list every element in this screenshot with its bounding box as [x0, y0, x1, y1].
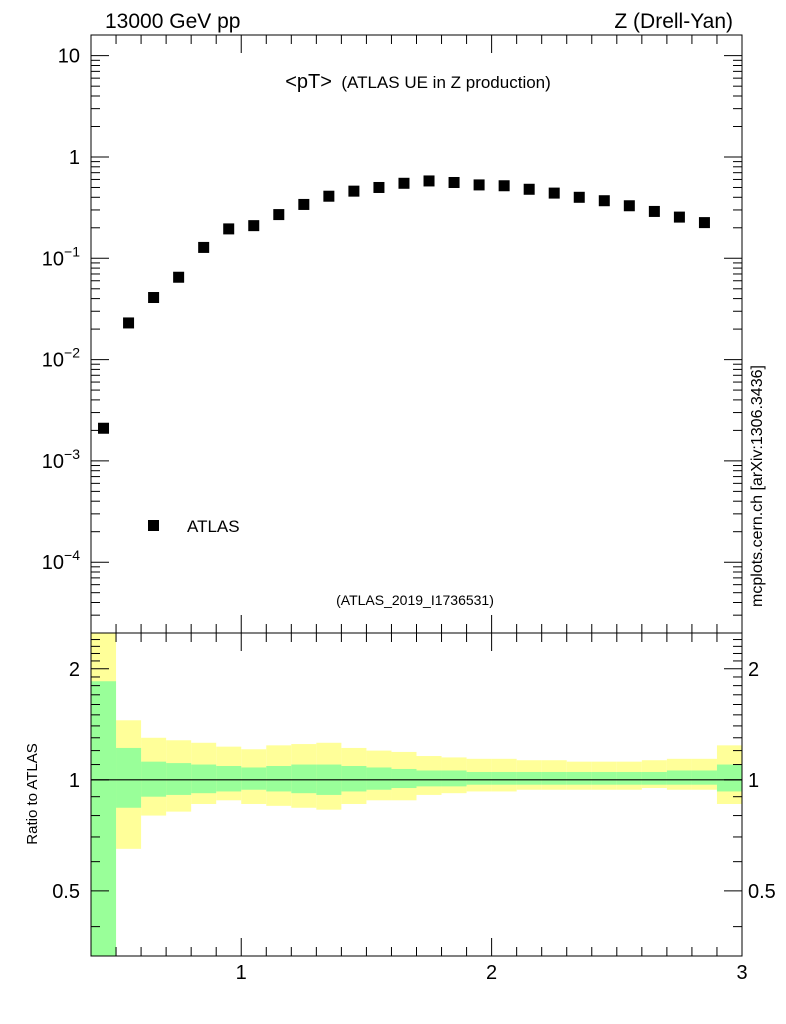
ratio-ytick-label-left: 2: [69, 659, 80, 681]
ratio-ytick-label-right: 0.5: [748, 881, 776, 903]
data-point: [98, 422, 110, 434]
stat-uncertainty-bin: [341, 766, 367, 792]
stat-uncertainty-bin: [391, 768, 417, 789]
stat-uncertainty-bin: [191, 764, 217, 794]
analysis-ref-tag: (ATLAS_2019_I1736531): [336, 592, 494, 608]
main-axes: 10−4 10−3 10−2 10−1 1 10: [42, 35, 743, 634]
stat-uncertainty-bin: [241, 767, 267, 790]
data-point: [323, 190, 335, 202]
stat-uncertainty-bin: [141, 761, 167, 797]
data-point: [298, 198, 310, 210]
ratio-xtick-label: 1: [236, 962, 247, 984]
ratio-plot-frame: [90, 632, 743, 957]
main-title-main: <pT>: [285, 71, 332, 93]
stat-uncertainty-bin: [266, 766, 292, 792]
main-ytick-label: 1: [69, 147, 80, 169]
stat-uncertainty-bin: [666, 770, 692, 785]
main-title-sub: (ATLAS UE in Z production): [341, 73, 550, 92]
data-point: [673, 211, 685, 223]
data-point: [523, 183, 535, 195]
ratio-ylabel: Ratio to ATLAS: [24, 743, 41, 844]
data-point: [623, 200, 635, 212]
stat-uncertainty-bin: [516, 771, 542, 785]
data-point: [123, 317, 135, 329]
main-ytick-label: 10: [58, 46, 80, 68]
data-point: [173, 271, 185, 283]
main-plot-frame: [90, 34, 743, 634]
stat-uncertainty-bin: [291, 764, 317, 794]
ratio-ytick-label-left: 1: [69, 770, 80, 792]
stat-uncertainty-bin: [566, 771, 592, 785]
stat-uncertainty-bin: [441, 770, 467, 787]
ratio-axes: 0.5 0.5 1 1 2 2 1 2 3: [52, 632, 776, 984]
header-right: Z (Drell-Yan): [614, 10, 733, 33]
ratio-xtick-label: 2: [486, 962, 497, 984]
stat-uncertainty-bin: [641, 771, 667, 785]
main-ytick-label: 10−3: [42, 446, 80, 473]
ratio-plot-panel: 0.5 0.5 1 1 2 2 1 2 3 Ratio to ATLAS: [24, 632, 776, 984]
data-point: [573, 191, 585, 203]
main-ytick-label: 10−2: [42, 345, 80, 372]
main-ytick-label: 10−1: [42, 243, 80, 270]
ratio-xtick-label: 3: [736, 962, 747, 984]
main-plot-panel: 10−4 10−3 10−2 10−1 1 10 <pT> (ATLAS UE in Z …: [42, 34, 743, 634]
ratio-ytick-label-right: 2: [748, 659, 759, 681]
data-point: [498, 180, 510, 192]
data-point: [548, 187, 560, 199]
main-title: <pT> (ATLAS UE in Z production): [285, 71, 551, 93]
stat-uncertainty-bin: [216, 766, 242, 792]
stat-uncertainty-bin: [691, 770, 717, 785]
header-left: 13000 GeV pp: [105, 10, 240, 33]
stat-uncertainty-bin: [616, 771, 642, 785]
data-point: [473, 179, 485, 191]
ratio-ytick-label-right: 1: [748, 770, 759, 792]
data-point: [198, 241, 210, 253]
data-point: [223, 223, 235, 235]
data-point: [248, 220, 260, 232]
data-point: [423, 175, 435, 187]
stat-uncertainty-bin: [116, 747, 142, 808]
data-point: [273, 209, 285, 221]
data-point: [348, 185, 360, 197]
stat-uncertainty-bin: [166, 763, 192, 795]
data-point: [448, 176, 460, 188]
stat-uncertainty-bin: [466, 771, 492, 785]
stat-uncertainty-bin: [416, 770, 442, 787]
stat-uncertainty-bin: [366, 767, 392, 790]
legend-label-atlas: ATLAS: [187, 517, 240, 536]
ratio-uncertainty-bands: [91, 633, 742, 956]
ratio-ytick-label-left: 0.5: [52, 881, 80, 903]
stat-uncertainty-bin: [91, 681, 117, 956]
data-point: [398, 177, 410, 189]
data-point: [598, 195, 610, 207]
legend-marker: [148, 520, 159, 531]
stat-uncertainty-bin: [591, 771, 617, 785]
data-point: [648, 205, 660, 217]
main-data-marks: [98, 175, 710, 434]
stat-uncertainty-bin: [716, 764, 742, 792]
data-point: [148, 292, 160, 304]
side-credit-label: mcplots.cern.ch [arXiv:1306.3436]: [749, 365, 766, 607]
data-point: [373, 181, 385, 193]
stat-uncertainty-bin: [491, 771, 517, 785]
stat-uncertainty-bin: [541, 771, 567, 785]
data-point: [698, 217, 710, 229]
main-ytick-label: 10−4: [42, 547, 80, 574]
